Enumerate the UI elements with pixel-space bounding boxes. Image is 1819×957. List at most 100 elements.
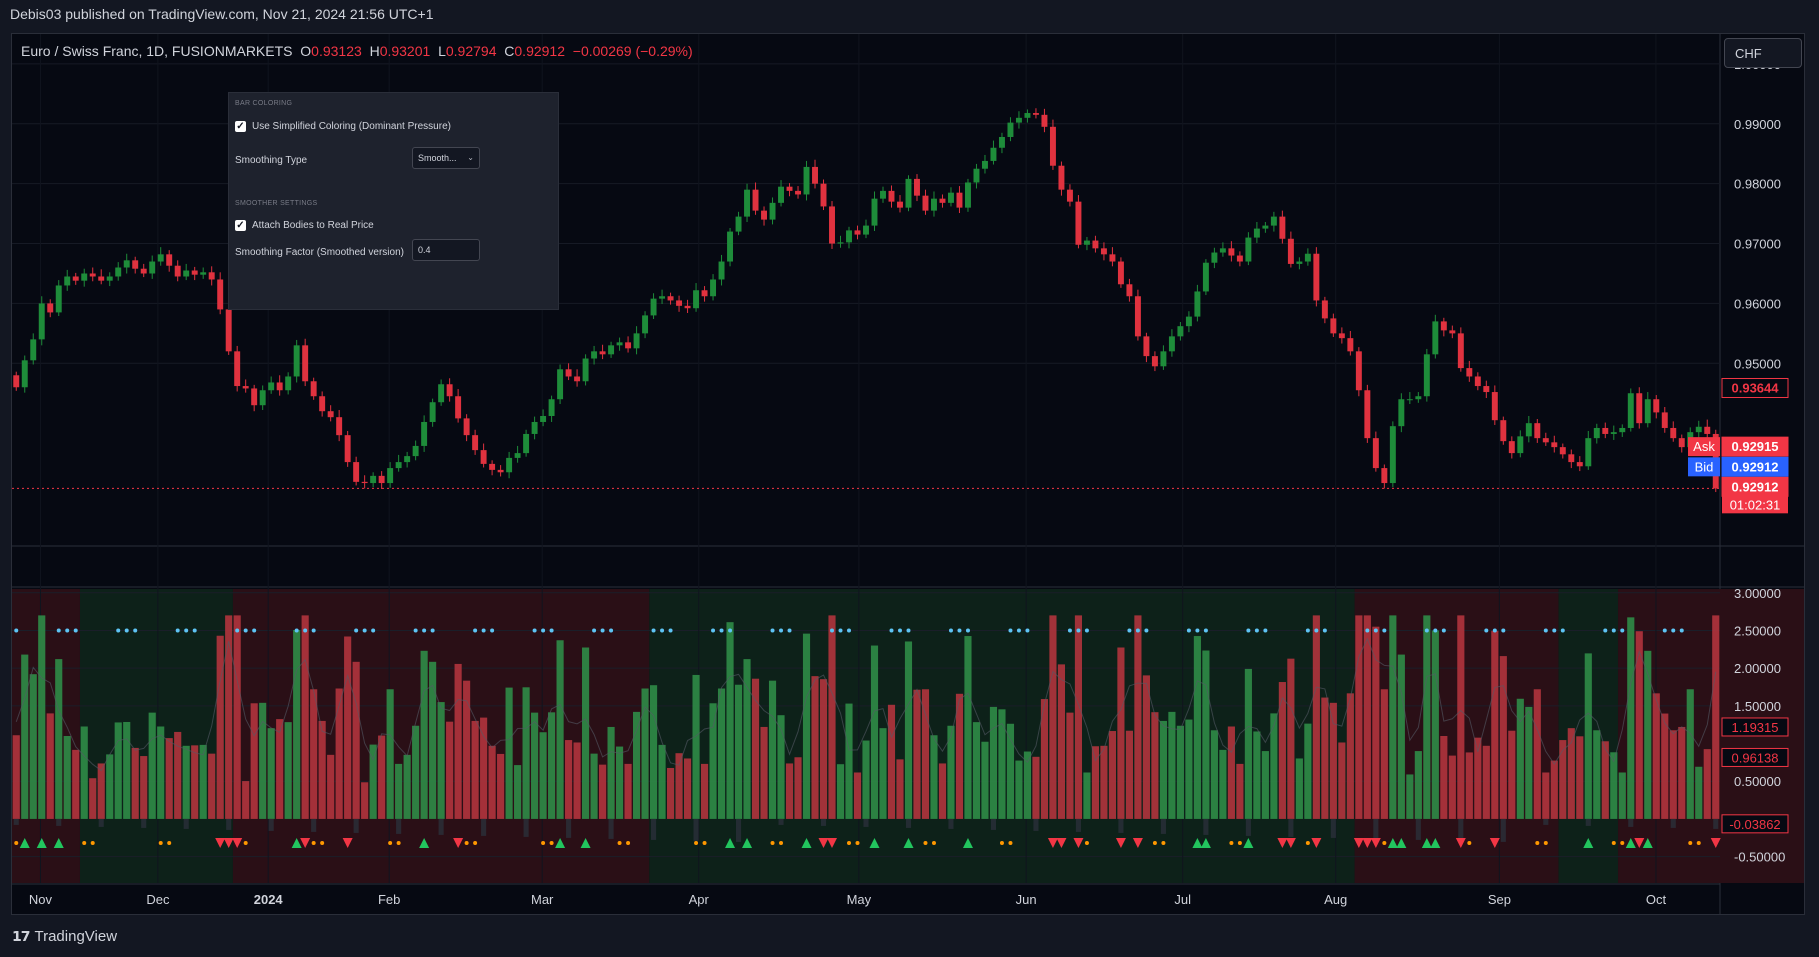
simplified-coloring-checkbox[interactable]: ✓ — [235, 121, 246, 132]
candle-body — [421, 421, 428, 446]
histogram-bar — [1125, 730, 1133, 819]
candle-body — [837, 242, 844, 244]
signal-dot — [1492, 628, 1497, 633]
low-label: L — [438, 43, 446, 59]
candle-body — [1415, 396, 1422, 400]
histogram-bar — [802, 633, 811, 819]
neutral-dot-marker — [1611, 841, 1616, 846]
candle-body — [931, 198, 937, 211]
candle-body — [591, 351, 598, 359]
histogram-bar — [904, 641, 913, 819]
candle-body — [1024, 113, 1031, 118]
histogram-bar — [1678, 726, 1686, 819]
high-label: H — [369, 43, 380, 59]
up-triangle-marker — [1421, 838, 1432, 849]
close-label: C — [504, 43, 515, 59]
symbol-legend: Euro / Swiss Franc, 1D, FUSIONMARKETS O0… — [21, 43, 693, 59]
candle-body — [1619, 427, 1626, 433]
signal-dot — [1679, 628, 1684, 633]
candle-body — [1644, 399, 1651, 424]
time-tick-label: Dec — [146, 892, 170, 907]
candle-body — [1330, 318, 1337, 334]
candle-body — [327, 411, 334, 418]
signal-dot — [728, 628, 733, 633]
neutral-dot-marker — [931, 841, 936, 846]
signal-dot — [490, 628, 495, 633]
signal-dot — [1620, 628, 1625, 633]
time-tick-label: Jun — [1016, 892, 1037, 907]
candle-body — [582, 358, 589, 382]
candle-body — [1389, 426, 1396, 484]
currency-button[interactable]: CHF — [1724, 38, 1802, 68]
candle-body — [1270, 216, 1277, 226]
simplified-coloring-row[interactable]: ✓ Use Simplified Coloring (Dominant Pres… — [235, 121, 451, 132]
histogram-bar — [1142, 675, 1150, 819]
smoothing-type-select[interactable]: Smooth... ⌄ — [412, 147, 480, 169]
candle-body — [1321, 300, 1328, 319]
candle-body — [523, 433, 530, 454]
candle-body — [276, 382, 283, 391]
histogram-bar — [930, 735, 938, 819]
down-triangle-marker — [1634, 838, 1645, 849]
attach-bodies-row[interactable]: ✓ Attach Bodies to Real Price — [235, 220, 374, 231]
tradingview-footer[interactable]: 𝟭𝟳 TradingView — [12, 928, 117, 945]
down-triangle-marker — [1353, 838, 1364, 849]
chart-area[interactable]: 1.000000.990000.980000.970000.960000.950… — [11, 33, 1805, 915]
signal-dot — [1025, 628, 1030, 633]
smoothing-factor-input[interactable]: 0.4 — [412, 239, 480, 261]
indicator-tick-label: 0.50000 — [1734, 774, 1781, 789]
signal-dot — [592, 628, 597, 633]
candle-body — [1211, 252, 1218, 263]
histogram-bar — [709, 703, 717, 819]
up-triangle-marker — [1387, 838, 1398, 849]
histogram-bar — [1508, 730, 1516, 819]
signal-dot — [133, 628, 138, 633]
signal-dot — [73, 628, 78, 633]
histogram-bar — [1032, 756, 1040, 819]
histogram-bar — [318, 720, 326, 819]
signal-dot — [413, 628, 418, 633]
histogram-bar — [1542, 772, 1550, 819]
histogram-bar — [21, 654, 29, 819]
indicator-value-text: 1.19315 — [1732, 720, 1779, 735]
signal-dot — [711, 628, 716, 633]
candle-body — [693, 290, 700, 309]
signal-dot — [1611, 628, 1616, 633]
candle-body — [404, 456, 411, 463]
candle-body — [948, 192, 954, 203]
candle-body — [251, 388, 258, 406]
histogram-bar — [751, 678, 760, 819]
histogram-bar — [1491, 630, 1499, 819]
histogram-bar — [1023, 751, 1032, 819]
up-triangle-marker — [19, 838, 30, 849]
down-triangle-marker — [1455, 838, 1466, 849]
neutral-dot-marker — [388, 841, 393, 846]
attach-bodies-checkbox[interactable]: ✓ — [235, 220, 246, 231]
histogram-bar — [191, 745, 199, 819]
histogram-bar — [1559, 740, 1567, 819]
candle-body — [1066, 189, 1073, 202]
candle-body — [1245, 237, 1252, 262]
histogram-bar — [437, 702, 445, 819]
candle-body — [429, 402, 436, 422]
histogram-bar — [505, 687, 513, 819]
histogram-bar — [1074, 615, 1083, 819]
indicator-value-box — [1721, 717, 1789, 737]
histogram-bar — [641, 688, 649, 819]
histogram-bar — [582, 647, 590, 819]
up-triangle-marker — [903, 838, 914, 849]
up-triangle-marker — [1583, 838, 1594, 849]
symbol-title[interactable]: Euro / Swiss Franc, 1D, FUSIONMARKETS — [21, 43, 293, 59]
histogram-bar — [1304, 723, 1312, 819]
histogram-bar — [1465, 752, 1473, 819]
chart-canvas[interactable]: 1.000000.990000.980000.970000.960000.950… — [12, 34, 1804, 914]
histogram-bar — [1635, 631, 1643, 819]
signal-dot — [362, 628, 367, 633]
candle-body — [302, 345, 309, 382]
neutral-dot-marker — [1467, 841, 1472, 846]
histogram-bar — [72, 749, 80, 819]
candle-body — [1160, 351, 1167, 367]
candle-body — [1092, 240, 1099, 249]
smoothing-type-value: Smooth... — [418, 153, 457, 163]
down-triangle-marker — [827, 838, 838, 849]
